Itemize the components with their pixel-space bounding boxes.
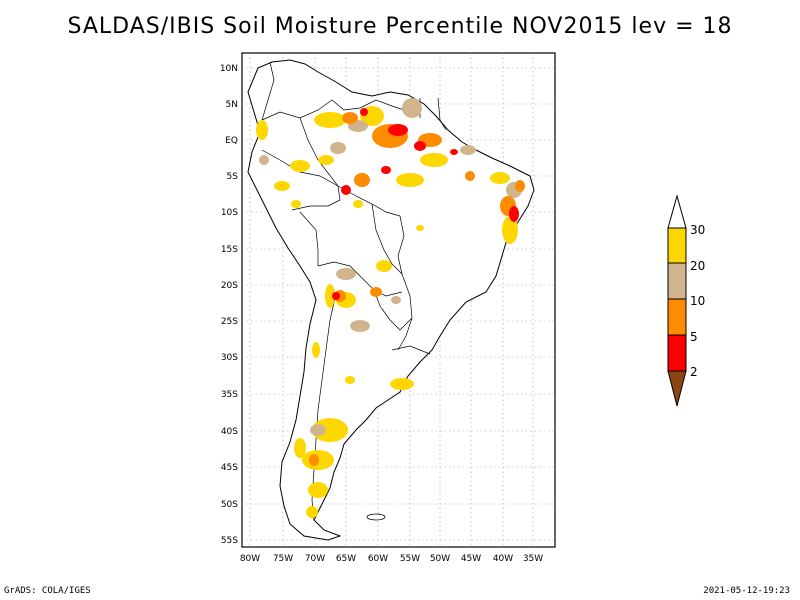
lon-label: 75W: [273, 554, 293, 564]
lat-labels: 10N 5N EQ 5S 10S 15S 20S 25S 30S 35S 40S…: [220, 64, 238, 546]
colorbar-segment-2-5: [667, 334, 687, 372]
colorbar-label: 5: [690, 330, 698, 344]
footer-credit: GrADS: COLA/IGES: [4, 586, 91, 596]
colorbar-label: 10: [690, 294, 705, 308]
tier-20-30: [256, 106, 518, 518]
lat-label: 55S: [221, 536, 238, 546]
tier-2-5: [332, 108, 519, 300]
lat-label: 5N: [226, 100, 238, 110]
lat-label: 5S: [227, 172, 239, 182]
lat-label: 40S: [221, 427, 238, 437]
lon-label: 45W: [461, 554, 481, 564]
lon-label: 70W: [305, 554, 325, 564]
colorbar-label: 20: [690, 259, 705, 273]
lon-label: 35W: [523, 554, 543, 564]
falkland-islands: [366, 513, 386, 521]
lon-label: 65W: [336, 554, 356, 564]
tier-10-20: [259, 98, 522, 436]
colorbar-labels: 30 20 10 5 2: [690, 223, 705, 379]
colorbar-cap-bottom: [667, 370, 687, 407]
colorbar-segment-5-10: [667, 298, 687, 336]
lat-label: 15S: [221, 245, 238, 255]
percentile-field: [256, 98, 525, 518]
lon-label: 60W: [368, 554, 388, 564]
map-title: SALDAS/IBIS Soil Moisture Percentile NOV…: [67, 14, 733, 39]
lat-label: 10S: [221, 208, 238, 218]
lat-label: 25S: [221, 317, 238, 327]
lon-labels: 80W 75W 70W 65W 60W 55W 50W 45W 40W 35W: [240, 554, 543, 564]
footer-timestamp: 2021-05-12-19:23: [703, 586, 790, 596]
lon-label: 80W: [240, 554, 260, 564]
lat-label: 45S: [221, 463, 238, 473]
lat-label: 35S: [221, 390, 238, 400]
colorbar-segment-10-20: [667, 262, 687, 300]
lat-label: 50S: [221, 500, 238, 510]
colorbar: [667, 194, 687, 407]
lat-label: 20S: [221, 281, 238, 291]
colorbar-cap-top: [667, 194, 687, 229]
colorbar-label: 30: [690, 223, 705, 237]
colorbar-label: 2: [690, 365, 698, 379]
lon-label: 55W: [400, 554, 420, 564]
lat-label: 10N: [220, 64, 238, 74]
colorbar-segment-20-30: [667, 227, 687, 264]
lon-label: 40W: [493, 554, 513, 564]
lon-label: 50W: [430, 554, 450, 564]
lat-label: 30S: [221, 353, 238, 363]
lat-label: EQ: [225, 136, 238, 146]
